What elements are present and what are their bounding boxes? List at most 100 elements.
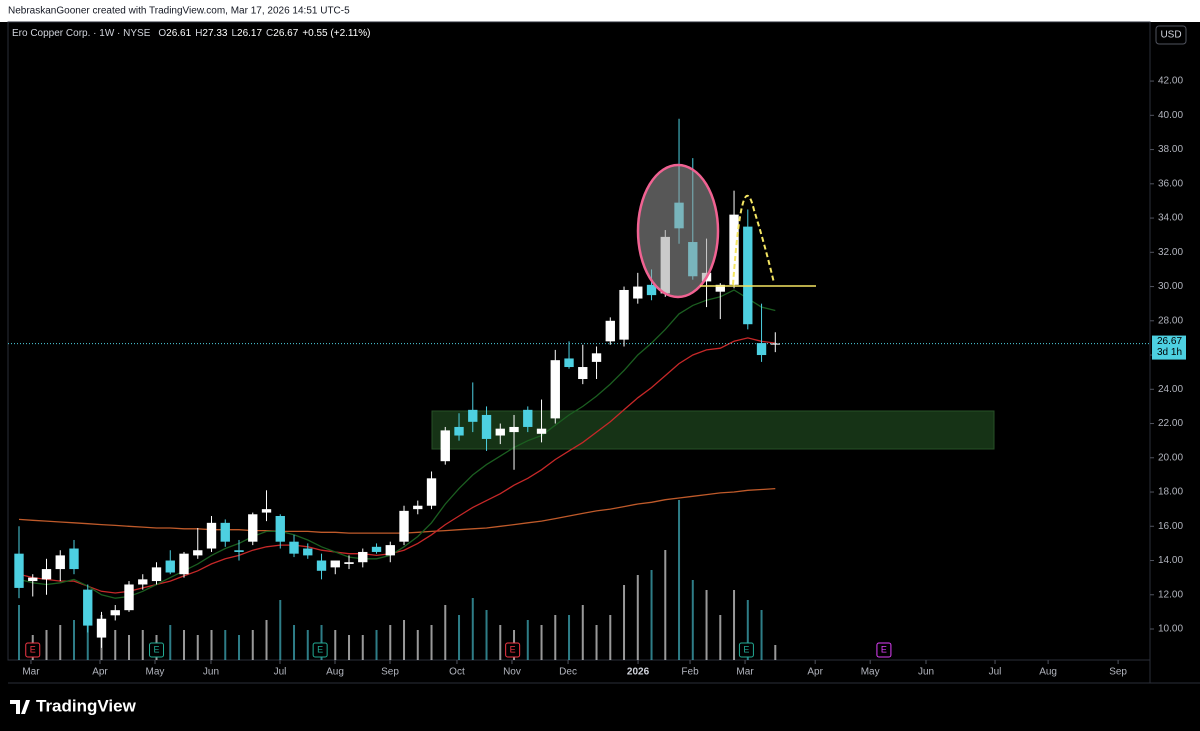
volume-bar (581, 605, 584, 660)
credit-bar (0, 0, 1200, 22)
event-marker (312, 642, 328, 658)
last-price-label: 26.67 (1157, 336, 1182, 347)
x-tick-label: Oct (449, 667, 465, 678)
volume-bar (733, 590, 736, 660)
candle-body (289, 541, 299, 554)
candle-body (220, 522, 230, 542)
volume-bar (691, 580, 694, 660)
x-tick-label: Mar (736, 667, 754, 678)
volume-bar (595, 625, 598, 660)
moving-average (18, 337, 776, 594)
volume-bar (73, 620, 76, 660)
candle-body (536, 428, 547, 434)
event-marker (149, 642, 165, 658)
volume-bar (554, 615, 557, 660)
x-tick-label: Nov (503, 667, 521, 678)
last-price-box (1152, 335, 1186, 360)
x-tick-label: 2026 (627, 667, 650, 678)
x-tick-label: Apr (807, 667, 823, 678)
volume-bar (526, 620, 529, 660)
candle-body (619, 289, 629, 340)
x-tick-label: Jun (203, 667, 219, 678)
chart-background (0, 22, 1200, 731)
volume-bar (128, 635, 131, 660)
volume-bar (746, 600, 749, 660)
y-tick-label: 24.00 (1158, 384, 1183, 395)
volume-bar (678, 500, 681, 660)
y-tick-label: 30.00 (1158, 281, 1183, 292)
y-tick-label: 12.00 (1158, 589, 1183, 600)
y-tick-label: 36.00 (1158, 178, 1183, 189)
candle-body (578, 367, 588, 380)
candle-body (481, 414, 492, 439)
volume-bar (279, 600, 282, 660)
y-tick-label: 38.00 (1158, 144, 1183, 155)
x-tick-label: Dec (559, 667, 577, 678)
volume-bar (650, 570, 653, 660)
ohlc-value: 26.61 (166, 28, 191, 39)
volume-bar (499, 625, 502, 660)
volume-bar (141, 630, 144, 660)
volume-bar (306, 630, 309, 660)
volume-bar (485, 610, 488, 660)
volume-bar (59, 625, 62, 660)
candle-body (151, 567, 162, 582)
candle-body (413, 505, 423, 510)
ohlc-value: 26.67 (273, 28, 298, 39)
volume-bar (636, 575, 639, 660)
x-tick-label: Jun (918, 667, 934, 678)
volume-bar (18, 605, 21, 660)
dashed-arc (732, 194, 775, 286)
candle-body (729, 214, 739, 285)
candle-body (344, 562, 354, 564)
candle-body (633, 286, 643, 299)
volume-bar (609, 615, 612, 660)
event-label: E (743, 644, 749, 654)
volume-bar (169, 625, 172, 660)
ohlc-label: C (266, 28, 273, 39)
volume-bar (471, 598, 474, 660)
candle-body (138, 579, 148, 585)
event-label: E (510, 644, 516, 654)
volume-bar (238, 635, 241, 660)
candle-body (468, 409, 478, 422)
candle-body (756, 343, 767, 356)
y-tick-label: 42.00 (1158, 76, 1183, 87)
candle-body (110, 610, 120, 616)
candle-body (234, 550, 244, 552)
currency-box (1155, 25, 1187, 45)
volume-bar (224, 630, 227, 660)
x-tick-label: Sep (1109, 667, 1127, 678)
volume-bar (430, 625, 433, 660)
y-tick-label: 32.00 (1158, 247, 1183, 258)
volume-bar (540, 625, 543, 660)
legend-header: Ero Copper Corp. · 1W · NYSE O26.61 H27.33… (12, 28, 371, 39)
volume-bar (196, 635, 199, 660)
event-label: E (317, 644, 323, 654)
candle-body (303, 548, 313, 556)
candle-body (41, 569, 52, 580)
x-tick-label: Aug (326, 667, 344, 678)
candle-body (564, 358, 574, 368)
volume-bar (444, 605, 447, 660)
volume-bar (334, 630, 337, 660)
candle-body (206, 522, 217, 549)
x-tick-label: Jul (989, 667, 1002, 678)
volume-bar (458, 615, 461, 660)
moving-average (18, 487, 776, 534)
volume-bar (416, 630, 419, 660)
candle-body (646, 284, 657, 296)
volume-bar (719, 615, 722, 660)
x-tick-label: Mar (22, 667, 40, 678)
currency: USD (1160, 30, 1181, 41)
x-tick-label: May (146, 667, 165, 678)
volume-bar (623, 585, 626, 660)
event-label: E (30, 644, 36, 654)
ohlc-value: 27.33 (202, 28, 227, 39)
volume-bar (251, 630, 254, 660)
candle-body (550, 360, 560, 419)
candle-body (275, 515, 285, 542)
volume-bar (114, 630, 117, 660)
candle-body (358, 551, 368, 563)
